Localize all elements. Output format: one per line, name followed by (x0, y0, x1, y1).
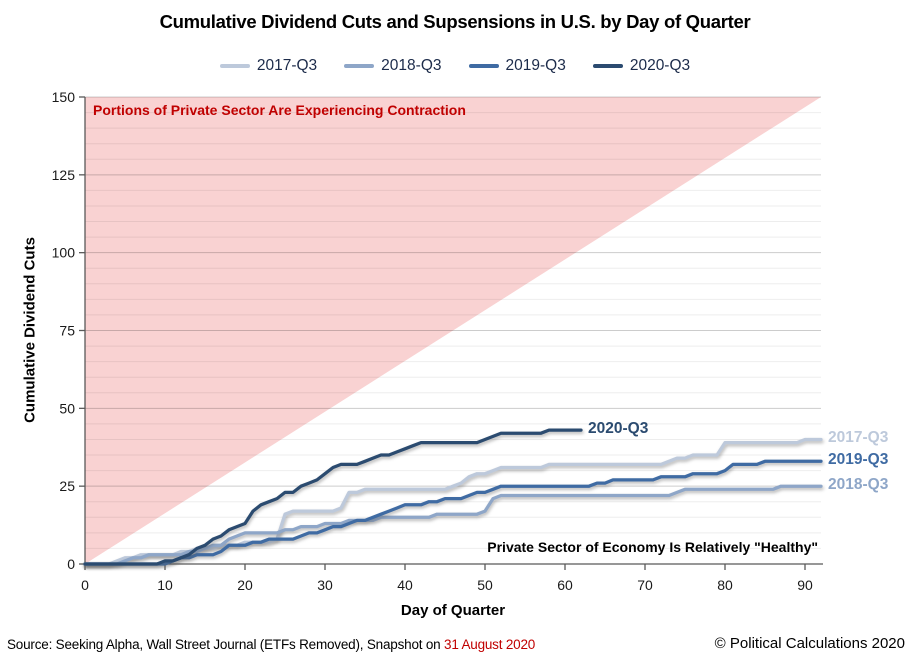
x-tick-label: 90 (797, 577, 813, 593)
y-tick-label: 150 (52, 89, 76, 105)
x-tick-label: 30 (317, 577, 333, 593)
series-end-label-2019-Q3: 2019-Q3 (828, 451, 889, 469)
footer-source: Source: Seeking Alpha, Wall Street Journ… (7, 637, 535, 652)
legend-swatch-2019-Q3 (468, 63, 499, 69)
x-axis-title: Day of Quarter (400, 602, 506, 619)
x-tick-label: 70 (637, 577, 653, 593)
footer-snapshot-date: 31 August 2020 (444, 637, 536, 652)
legend-swatch-2020-Q3 (592, 63, 623, 69)
x-tick-label: 0 (81, 577, 89, 593)
footer-source-text: Source: Seeking Alpha, Wall Street Journ… (7, 637, 445, 652)
y-tick-label: 25 (59, 478, 75, 494)
legend-item-2018-Q3: 2018-Q3 (344, 57, 442, 75)
legend-item-2017-Q3: 2017-Q3 (219, 57, 318, 75)
legend-swatch-2018-Q3 (344, 63, 375, 69)
legend-label-2019-Q3: 2019-Q3 (505, 57, 566, 74)
legend-label-2018-Q3: 2018-Q3 (381, 57, 442, 74)
y-tick-label: 0 (67, 556, 75, 572)
x-tick-label: 80 (717, 577, 733, 593)
legend-label-2017-Q3: 2017-Q3 (256, 57, 318, 74)
x-tick-label: 60 (557, 577, 573, 593)
x-tick-label: 50 (477, 577, 493, 593)
legend-item-2020-Q3: 2020-Q3 (592, 57, 691, 75)
legend-label-2020-Q3: 2020-Q3 (629, 57, 691, 74)
y-tick-label: 125 (52, 167, 76, 183)
series-end-label-2020-Q3: 2020-Q3 (588, 420, 649, 438)
x-tick-label: 10 (157, 577, 173, 593)
chart-title: Cumulative Dividend Cuts and Supsensions… (159, 11, 751, 32)
series-line-2019-Q3 (83, 459, 823, 566)
footer-copyright: © Political Calculations 2020 (714, 635, 905, 652)
series-end-label-2018-Q3: 2018-Q3 (828, 476, 889, 494)
annotation-contraction: Portions of Private Sector Are Experienc… (93, 102, 466, 118)
legend-swatch-2017-Q3 (219, 63, 250, 69)
contraction-region (85, 97, 821, 564)
y-axis-title: Cumulative Dividend Cuts (21, 237, 39, 423)
series-line-2020-Q3 (83, 428, 583, 566)
y-tick-label: 75 (59, 323, 75, 339)
legend-item-2019-Q3: 2019-Q3 (468, 57, 566, 75)
legend: 2017-Q3 2018-Q3 2019-Q3 2020-Q3 (0, 57, 910, 75)
x-tick-label: 20 (237, 577, 253, 593)
annotation-healthy: Private Sector of Economy Is Relatively … (487, 539, 818, 555)
y-tick-label: 100 (52, 245, 76, 261)
series-line-2018-Q3 (83, 484, 823, 566)
y-tick-label: 50 (59, 400, 75, 416)
x-tick-label: 40 (397, 577, 413, 593)
series-end-label-2017-Q3: 2017-Q3 (828, 429, 889, 447)
